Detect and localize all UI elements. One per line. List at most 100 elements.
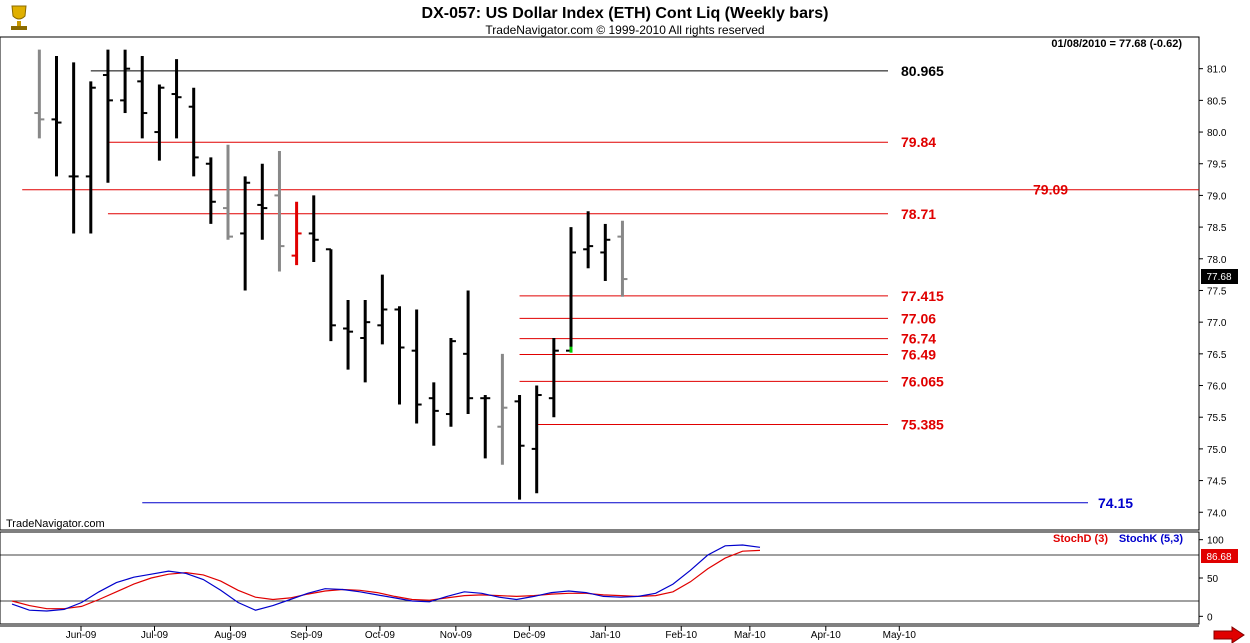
ohlc-bar <box>137 56 148 139</box>
ohlc-bar <box>223 144 233 240</box>
x-tick-label: Nov-09 <box>440 630 473 641</box>
ohlc-bar <box>445 337 456 427</box>
y-tick-label: 74.0 <box>1207 508 1227 519</box>
y-tick-label: 78.0 <box>1207 255 1227 266</box>
ohlc-bar <box>51 56 62 177</box>
ohlc-bar <box>463 290 474 415</box>
ohlc-bar <box>325 248 336 342</box>
stoch-reference-lines <box>0 554 1199 602</box>
level-label: 78.71 <box>901 206 936 222</box>
ohlc-bar <box>600 223 611 281</box>
ohlc-bar <box>428 382 439 446</box>
ohlc-bar <box>377 274 388 345</box>
ohlc-bar <box>171 59 182 139</box>
last-price-label: 77.68 <box>1206 272 1231 283</box>
x-tick-label: Aug-09 <box>214 630 247 641</box>
ohlc-bar <box>394 306 405 405</box>
y-tick-label: 76.5 <box>1207 350 1227 361</box>
level-label: 75.385 <box>901 416 944 432</box>
stoch-series-line <box>11 549 761 610</box>
price-y-axis: 74.0 74.5 75.0 75.5 76.0 76.5 77.0 77.5 78.0 78.5… <box>1199 65 1227 519</box>
level-label: 74.15 <box>1098 495 1133 511</box>
ohlc-bar <box>308 195 319 262</box>
stoch-tick-label: 50 <box>1207 574 1219 585</box>
y-tick-label: 79.0 <box>1207 191 1227 202</box>
watermark: TradeNavigator.com <box>6 518 105 530</box>
x-tick-label: Mar-10 <box>734 630 766 641</box>
y-tick-label: 78.5 <box>1207 223 1227 234</box>
level-label: 77.415 <box>901 288 944 304</box>
ohlc-bar <box>274 151 285 272</box>
legend-stochk: StochK (5,3) <box>1119 533 1184 545</box>
date-x-axis: Jun-09 Jul-09 Aug-09 Sep-09 Oct-09 Nov-09 Dec-… <box>66 626 917 641</box>
stoch-lines <box>11 544 761 612</box>
ohlc-bar <box>68 62 79 234</box>
ohlc-bar <box>188 87 199 177</box>
y-tick-label: 75.5 <box>1207 413 1227 424</box>
ohlc-bar <box>291 201 302 266</box>
stoch-tick-label: 0 <box>1207 612 1213 623</box>
x-tick-label: Sep-09 <box>290 630 323 641</box>
y-tick-label: 80.0 <box>1207 128 1227 139</box>
y-tick-label: 74.5 <box>1207 477 1227 488</box>
stoch-panel-frame <box>0 531 1200 625</box>
last-price-box <box>1201 269 1238 284</box>
x-tick-label: May-10 <box>883 630 917 641</box>
right-arrow-icon[interactable] <box>1213 626 1245 643</box>
level-label: 79.84 <box>901 134 936 150</box>
trophy-icon <box>11 5 27 30</box>
y-tick-label: 75.0 <box>1207 445 1227 456</box>
y-tick-label: 81.0 <box>1207 65 1227 76</box>
y-tick-label: 79.5 <box>1207 160 1227 171</box>
chart-title: DX-057: US Dollar Index (ETH) Cont Liq (… <box>422 5 829 22</box>
legend-stochd: StochD (3) <box>1053 533 1108 545</box>
y-tick-label: 77.5 <box>1207 286 1227 297</box>
y-tick-label: 77.0 <box>1207 318 1227 329</box>
ohlc-bar <box>257 163 268 240</box>
x-tick-label: Apr-10 <box>811 630 841 641</box>
ohlc-bar <box>360 299 371 383</box>
level-label: 76.065 <box>901 373 944 389</box>
y-tick-label: 80.5 <box>1207 96 1227 107</box>
ohlc-bar <box>583 211 594 269</box>
level-lines: 80.96579.8479.0978.7177.41577.0676.7476.… <box>22 63 1199 511</box>
ohlc-bar <box>548 337 559 418</box>
ohlc-bar <box>566 227 576 352</box>
chart-subtitle: TradeNavigator.com © 1999-2010 All right… <box>485 23 764 37</box>
x-tick-label: Feb-10 <box>665 630 697 641</box>
ohlc-bar <box>240 176 251 291</box>
x-tick-label: Jun-09 <box>66 630 97 641</box>
last-value-readout: 01/08/2010 = 77.68 (-0.62) <box>1051 38 1182 50</box>
ohlc-bar <box>497 353 508 465</box>
ohlc-bar <box>531 385 542 494</box>
x-tick-label: Oct-09 <box>365 630 395 641</box>
ohlc-bar <box>617 220 628 297</box>
x-tick-label: Jul-09 <box>141 630 169 641</box>
x-tick-label: Jan-10 <box>590 630 621 641</box>
ohlc-bar <box>154 84 165 161</box>
ohlc-bar <box>205 157 216 224</box>
ohlc-bar <box>343 299 354 370</box>
ohlc-bar <box>514 395 525 500</box>
level-label: 76.49 <box>901 346 936 362</box>
stoch-last-box <box>1201 549 1238 563</box>
ohlc-bar <box>85 81 96 234</box>
ohlc-bar <box>34 49 45 139</box>
ohlc-bar <box>411 309 422 424</box>
price-panel-frame <box>0 36 1200 531</box>
level-label: 77.06 <box>901 310 936 326</box>
ohlc-bar <box>102 49 113 183</box>
stoch-series-line <box>11 544 761 612</box>
stoch-tick-label: 100 <box>1207 536 1224 547</box>
x-tick-label: Dec-09 <box>513 630 546 641</box>
level-label: 79.09 <box>1033 182 1068 198</box>
level-label: 76.74 <box>901 331 936 347</box>
stoch-last-label: 86.68 <box>1206 552 1231 563</box>
y-tick-label: 76.0 <box>1207 382 1227 393</box>
ohlc-bars <box>34 49 628 500</box>
ohlc-bar <box>120 49 131 114</box>
level-label: 80.965 <box>901 63 944 79</box>
stoch-y-axis: 0 50 100 <box>1199 536 1224 623</box>
ohlc-bar <box>480 395 491 459</box>
